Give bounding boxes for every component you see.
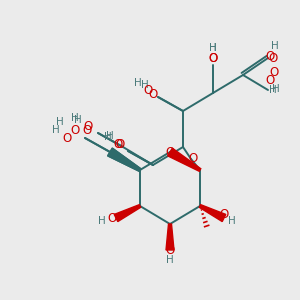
Text: H: H	[166, 255, 174, 265]
Text: O: O	[107, 212, 117, 224]
Text: O: O	[188, 152, 198, 166]
Text: O: O	[165, 244, 175, 257]
Text: H: H	[106, 131, 114, 141]
Text: O: O	[70, 124, 80, 137]
Polygon shape	[108, 148, 141, 171]
Text: O: O	[266, 74, 274, 86]
Text: H: H	[228, 216, 236, 226]
Polygon shape	[108, 148, 141, 171]
Text: H: H	[52, 125, 60, 135]
Text: O: O	[268, 52, 278, 64]
Text: H: H	[209, 43, 217, 53]
Text: O: O	[208, 52, 217, 64]
Text: H: H	[134, 78, 142, 88]
Text: O: O	[165, 146, 175, 158]
Polygon shape	[166, 224, 174, 250]
Polygon shape	[199, 205, 226, 222]
Text: H: H	[104, 132, 112, 142]
Polygon shape	[168, 148, 201, 171]
Text: H: H	[98, 216, 106, 226]
Text: O: O	[62, 133, 72, 146]
Text: H: H	[269, 85, 277, 95]
Text: O: O	[116, 139, 124, 152]
Text: O: O	[208, 52, 217, 64]
Text: O: O	[269, 67, 279, 80]
Text: H: H	[74, 115, 82, 125]
Text: O: O	[266, 50, 274, 62]
Text: O: O	[219, 208, 229, 220]
Text: O: O	[82, 124, 91, 136]
Text: H: H	[71, 113, 79, 123]
Text: O: O	[83, 119, 93, 133]
Text: O: O	[113, 137, 123, 151]
Text: O: O	[143, 83, 153, 97]
Text: H: H	[141, 80, 149, 90]
Text: H: H	[209, 43, 217, 53]
Text: H: H	[272, 84, 280, 94]
Text: O: O	[148, 88, 158, 101]
Text: H: H	[56, 117, 64, 127]
Polygon shape	[114, 205, 141, 222]
Text: H: H	[271, 41, 279, 51]
